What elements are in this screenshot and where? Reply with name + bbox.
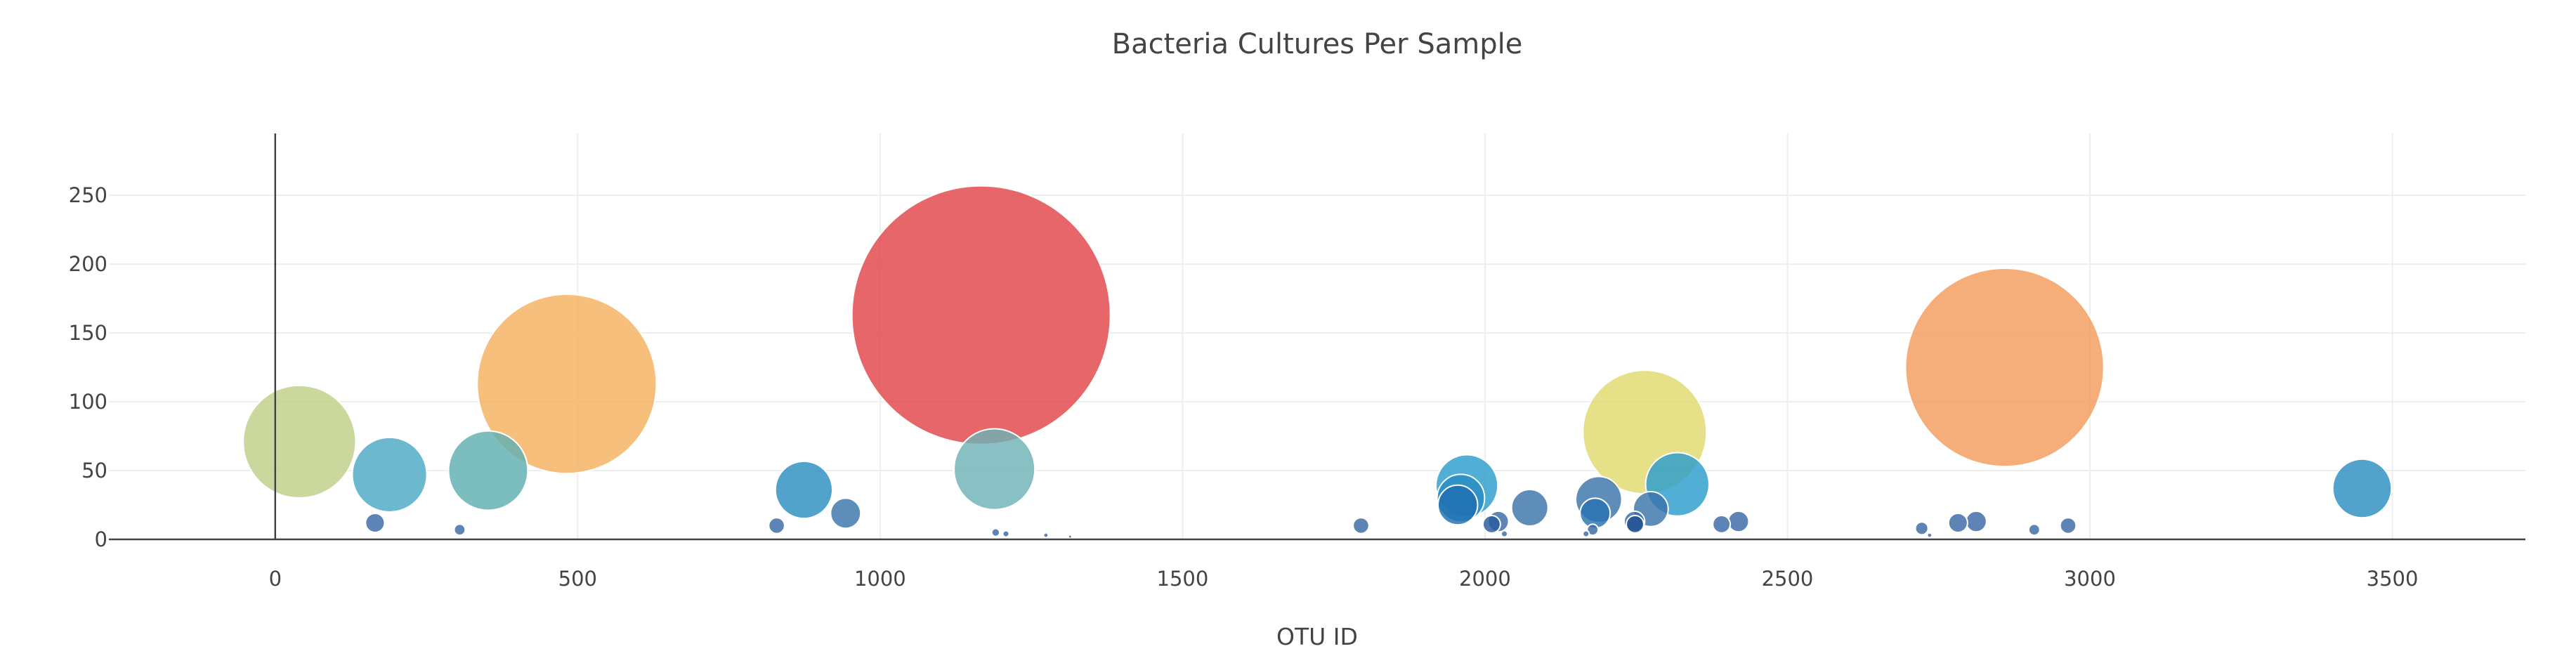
bubble-point[interactable] xyxy=(453,523,466,537)
bubble-point[interactable] xyxy=(2027,523,2041,537)
x-axis-title: OTU ID xyxy=(1276,623,1358,650)
bubble-point[interactable] xyxy=(851,185,1111,445)
x-tick-label: 1000 xyxy=(854,567,906,591)
bubble-point[interactable] xyxy=(1582,530,1590,538)
x-tick-label: 1500 xyxy=(1157,567,1209,591)
bubble-point[interactable] xyxy=(1727,510,1750,533)
bubble-point[interactable] xyxy=(1042,532,1050,539)
bubble-point[interactable] xyxy=(1500,530,1509,538)
bubble-point[interactable] xyxy=(1712,515,1732,534)
bubble-point[interactable] xyxy=(830,497,862,530)
y-tick-label: 0 xyxy=(95,527,107,551)
bubble-point[interactable] xyxy=(1947,512,1968,534)
bubble-point[interactable] xyxy=(1482,515,1501,534)
bubble-point[interactable] xyxy=(447,430,529,511)
bubble-point[interactable] xyxy=(774,460,834,520)
bubble-point[interactable] xyxy=(476,294,658,475)
y-tick-label: 100 xyxy=(69,390,107,414)
bubble-point[interactable] xyxy=(1352,517,1370,534)
x-tick-label: 2500 xyxy=(1762,567,1814,591)
bubble-point[interactable] xyxy=(1067,534,1073,539)
bubble-point[interactable] xyxy=(1579,497,1611,530)
bubble-layer xyxy=(242,185,2393,539)
bubble-point[interactable] xyxy=(990,527,1000,537)
bubble-point[interactable] xyxy=(351,436,428,513)
bubble-point[interactable] xyxy=(365,512,386,534)
bubble-point[interactable] xyxy=(1626,515,1645,534)
x-tick-label: 3500 xyxy=(2367,567,2419,591)
x-tick-label: 3000 xyxy=(2064,567,2116,591)
y-tick-label: 150 xyxy=(69,321,107,345)
y-tick-label: 250 xyxy=(69,183,107,207)
x-tick-label: 500 xyxy=(558,567,597,591)
x-tick-label: 0 xyxy=(269,567,282,591)
bubble-point[interactable] xyxy=(1965,510,1987,533)
bubble-point[interactable] xyxy=(953,428,1036,511)
x-tick-label: 2000 xyxy=(1459,567,1511,591)
bubble-point[interactable] xyxy=(1510,488,1549,527)
bubble-point[interactable] xyxy=(242,384,357,499)
y-tick-label: 200 xyxy=(69,252,107,276)
bubble-point[interactable] xyxy=(1437,484,1479,526)
bubble-point[interactable] xyxy=(1904,267,2105,468)
y-tick-label: 50 xyxy=(81,459,107,482)
chart-title: Bacteria Cultures Per Sample xyxy=(1112,28,1523,60)
axis-layer: 0 500 1000 1500 2000 2500 3000 3500 0 50 100 150 200… xyxy=(69,133,2525,591)
bubble-point[interactable] xyxy=(1926,532,1933,539)
bubble-point[interactable] xyxy=(1914,521,1929,536)
bubble-point[interactable] xyxy=(2059,517,2077,534)
bubble-point[interactable] xyxy=(2332,458,2393,519)
bubble-point[interactable] xyxy=(768,517,785,534)
bubble-point[interactable] xyxy=(1002,530,1010,538)
bubble-point[interactable] xyxy=(1586,523,1600,537)
